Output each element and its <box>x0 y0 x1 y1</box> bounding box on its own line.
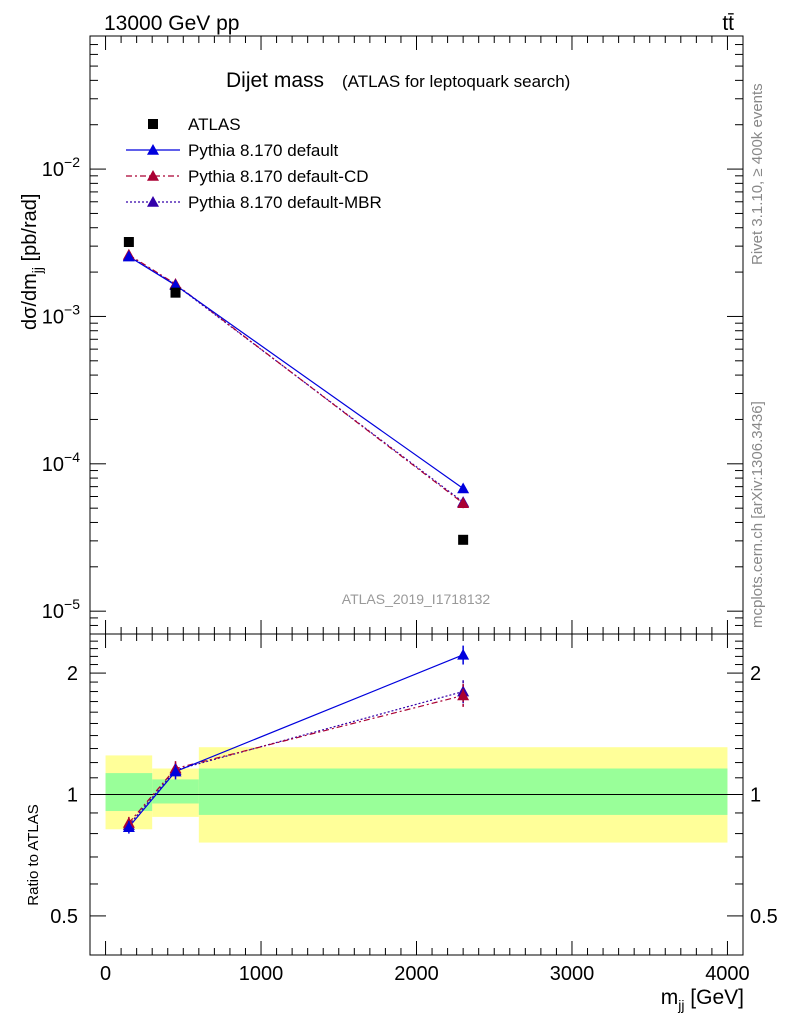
ratio-y-tick-label-right: 2 <box>750 663 761 685</box>
final-state-label: tt̄ <box>722 12 734 35</box>
ratio-y-tick-label: 0.5 <box>50 906 78 928</box>
x-tick-label: 3000 <box>550 963 595 985</box>
legend-marker <box>147 144 159 155</box>
x-tick-label: 0 <box>100 963 111 985</box>
ratio-y-tick-label: 2 <box>67 663 78 685</box>
ratio-marker-pythia-8-170-default <box>169 765 182 777</box>
ratio-y-tick-label-right: 0.5 <box>750 906 778 928</box>
ratio-y-tick-label-right: 1 <box>750 785 761 807</box>
rivet-version-label: Rivet 3.1.10, ≥ 400k events <box>749 83 766 265</box>
ratio-marker-pythia-8-170-default <box>122 821 135 832</box>
x-tick-label: 2000 <box>394 963 439 985</box>
main-marker-pythia-8-170-default-cd <box>457 497 470 509</box>
legend-marker-atlas <box>148 119 158 129</box>
y-tick-label: 10−3 <box>42 301 80 328</box>
process-label: 13000 GeV pp <box>104 12 239 35</box>
axis-ticks: 0 1000 2000 3000 4000 10−5 10−4 10−3 10−2 0.5 0.5 1… <box>42 35 778 985</box>
ratio-y-tick-label: 1 <box>67 785 78 807</box>
data-markers <box>122 237 470 834</box>
y-tick-label: 10−5 <box>42 596 80 623</box>
main-marker-pythia-8-170-default <box>457 482 470 494</box>
ratio-y-axis-label: Ratio to ATLAS <box>25 804 42 905</box>
mcplots-label: mcplots.cern.ch [arXiv:1306.3436] <box>749 401 766 628</box>
y-tick-label: 10−4 <box>42 449 80 476</box>
main-y-axis-label: dσ/dmjj [pb/rad] <box>19 194 45 330</box>
series-lines <box>128 254 464 828</box>
atlas-data-point <box>170 287 181 298</box>
chart-subtitle: (ATLAS for leptoquark search) <box>342 72 570 91</box>
legend: ATLAS Pythia 8.170 default Pythia 8.170 de… <box>126 115 382 212</box>
atlas-data-point <box>123 237 134 248</box>
ratio-marker-pythia-8-170-default <box>457 648 470 660</box>
chart-title: Dijet mass <box>226 69 324 92</box>
x-tick-label: 1000 <box>239 963 284 985</box>
atlas-data-point <box>458 534 469 545</box>
legend-label: Pythia 8.170 default <box>188 141 339 160</box>
main-line-pythia-8-170-default-cd <box>128 254 464 504</box>
legend-label: ATLAS <box>188 115 241 134</box>
legend-marker <box>147 196 159 207</box>
y-tick-label: 10−2 <box>42 154 80 181</box>
ratio-uncertainty-bands <box>90 747 743 843</box>
x-tick-label: 4000 <box>705 963 750 985</box>
legend-marker <box>147 170 159 181</box>
main-marker-pythia-8-170-default <box>169 279 182 290</box>
legend-label: Pythia 8.170 default-MBR <box>188 193 382 212</box>
analysis-watermark: ATLAS_2019_I1718132 <box>342 591 491 607</box>
main-marker-pythia-8-170-default <box>122 250 135 262</box>
x-axis-label: mjj [GeV] <box>661 986 744 1013</box>
band-inner-1 <box>152 779 199 804</box>
band-inner-2 <box>198 768 728 815</box>
legend-label: Pythia 8.170 default-CD <box>188 167 369 186</box>
ratio-marker-pythia-8-170-default-cd <box>457 689 470 701</box>
